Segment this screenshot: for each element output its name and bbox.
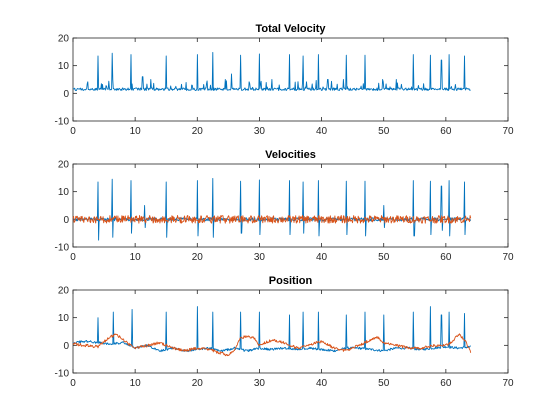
x-tick-label: 60 [440, 378, 452, 389]
x-tick-label: 20 [192, 378, 204, 389]
x-tick-label: 10 [130, 126, 142, 137]
x-tick-label: 0 [70, 252, 76, 263]
x-tick-label: 40 [316, 252, 328, 263]
x-tick-label: 0 [70, 126, 76, 137]
x-tick-label: 0 [70, 378, 76, 389]
y-tick-label: 0 [63, 89, 69, 100]
x-tick-label: 50 [378, 252, 390, 263]
y-tick-label: 20 [58, 160, 70, 171]
x-tick-label: 30 [254, 378, 266, 389]
series-line-2 [72, 333, 472, 357]
x-tick-label: 20 [192, 126, 204, 137]
x-tick-label: 40 [316, 126, 328, 137]
x-tick-label: 40 [316, 378, 328, 389]
y-tick-label: -10 [55, 243, 70, 254]
x-tick-label: 70 [502, 252, 514, 263]
x-tick-label: 70 [502, 126, 514, 137]
y-tick-label: 10 [58, 187, 70, 198]
y-tick-label: 10 [58, 61, 70, 72]
x-tick-label: 10 [130, 378, 142, 389]
series-line-2 [72, 215, 472, 224]
x-tick-label: 60 [440, 252, 452, 263]
x-tick-label: 50 [378, 126, 390, 137]
chart-title: Velocities [265, 149, 316, 161]
x-tick-label: 10 [130, 252, 142, 263]
x-tick-label: 50 [378, 378, 390, 389]
chart-title: Position [269, 275, 313, 287]
x-tick-label: 20 [192, 252, 204, 263]
y-tick-label: 10 [58, 313, 70, 324]
x-tick-label: 30 [254, 252, 266, 263]
axes-box [72, 289, 509, 374]
y-tick-label: -10 [55, 369, 70, 380]
x-tick-label: 70 [502, 378, 514, 389]
chart-title: Total Velocity [255, 23, 326, 35]
x-tick-label: 30 [254, 126, 266, 137]
y-tick-label: 20 [58, 286, 70, 297]
axes-box [72, 37, 509, 122]
axes-box [72, 163, 509, 248]
y-tick-label: 0 [63, 341, 69, 352]
y-tick-label: 20 [58, 34, 70, 45]
x-tick-label: 60 [440, 126, 452, 137]
y-tick-label: 0 [63, 215, 69, 226]
series-line-1 [72, 51, 471, 92]
y-tick-label: -10 [55, 117, 70, 128]
